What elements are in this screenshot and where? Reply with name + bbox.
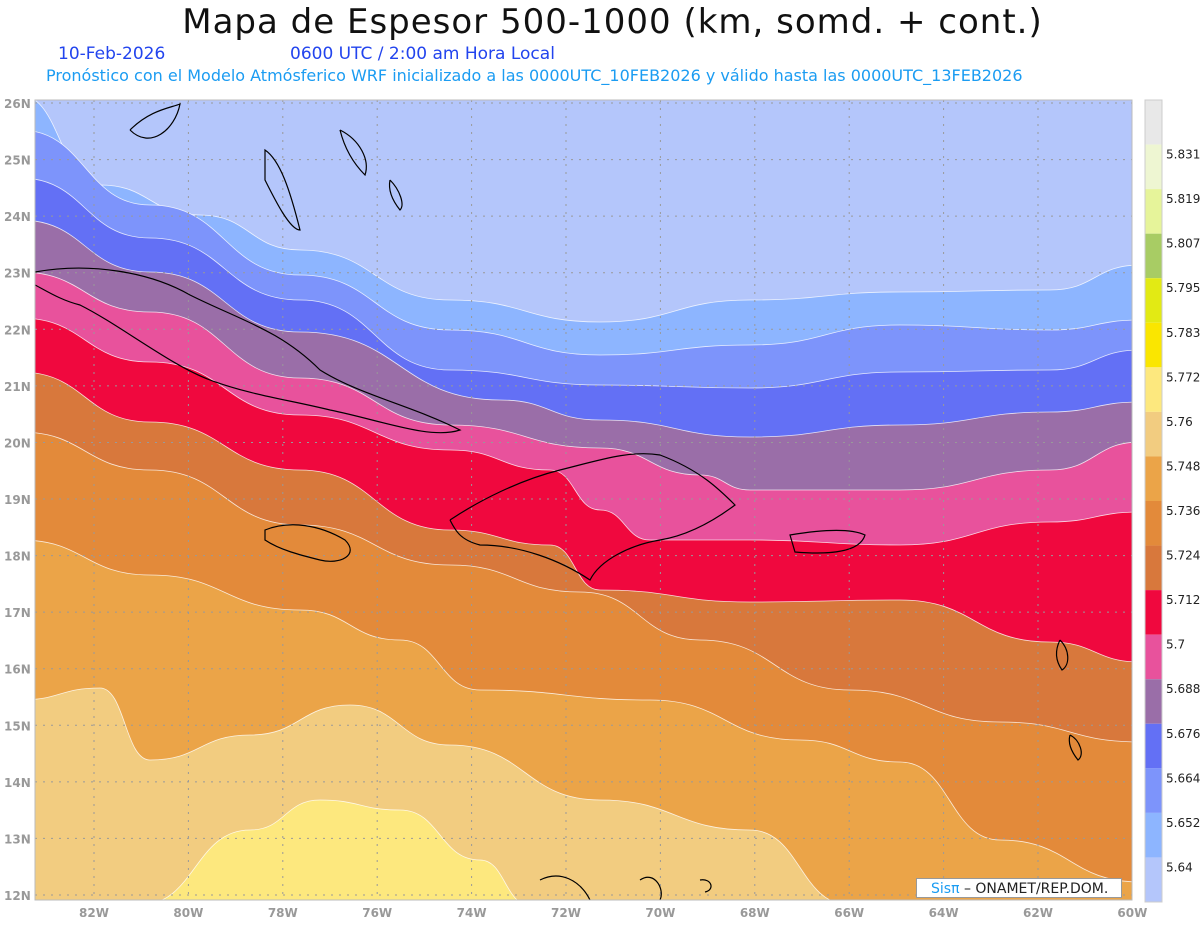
colorbar-swatch	[1145, 322, 1162, 368]
colorbar-label: 5.7	[1166, 638, 1185, 652]
colorbar-swatch	[1145, 367, 1162, 412]
map-frame	[34, 99, 1133, 901]
contour-line	[35, 178, 1132, 389]
logo-box: Sisπ – ONAMET/REP.DOM.	[916, 878, 1122, 898]
lat-label: 14N	[4, 776, 31, 790]
lat-label: 22N	[4, 323, 31, 337]
colorbar-label: 5.831	[1166, 148, 1200, 162]
lat-label: 15N	[4, 719, 31, 733]
lat-label: 20N	[4, 436, 31, 450]
colorbar-label: 5.807	[1166, 237, 1200, 251]
lon-label: 60W	[1117, 906, 1147, 920]
colorbar-swatch	[1145, 278, 1162, 323]
coastline	[449, 453, 736, 581]
lon-label: 82W	[79, 906, 109, 920]
lat-label: 21N	[4, 380, 31, 394]
colorbar-label: 5.676	[1166, 727, 1200, 741]
colorbar-label: 5.748	[1166, 459, 1200, 473]
lat-label: 24N	[4, 210, 31, 224]
contour-line	[35, 100, 1132, 323]
lat-label: 12N	[4, 889, 31, 903]
contour-line	[35, 540, 1132, 883]
coastline	[264, 524, 351, 562]
contour-line	[35, 220, 1132, 438]
colorbar-swatch	[1145, 590, 1162, 635]
colorbar-swatch	[1145, 144, 1162, 190]
colorbar-swatch	[1145, 679, 1162, 724]
colorbar-swatch	[1145, 233, 1162, 279]
lat-label: 17N	[4, 606, 31, 620]
lon-label: 64W	[929, 906, 959, 920]
colorbar-label: 5.76	[1166, 415, 1193, 429]
coastline	[1068, 734, 1082, 761]
colorbar-swatch	[1145, 545, 1162, 591]
contour-line	[161, 799, 518, 900]
logo-text: – ONAMET/REP.DOM.	[959, 881, 1109, 897]
lon-label: 80W	[173, 906, 203, 920]
colorbar-swatch	[1145, 501, 1162, 546]
colorbar-swatch	[1145, 857, 1162, 902]
band-5.76	[162, 800, 518, 900]
forecast-date: 10-Feb-2026	[58, 44, 166, 64]
colorbar-label: 5.772	[1166, 370, 1200, 384]
contour-line	[35, 372, 1132, 663]
coastline	[129, 103, 181, 139]
coastline	[339, 129, 367, 177]
coastline	[539, 875, 712, 900]
coastline	[35, 267, 462, 434]
contour-line	[35, 272, 1132, 491]
colorbar-label: 5.688	[1166, 682, 1200, 696]
lat-label: 25N	[4, 154, 31, 168]
colorbar-swatch	[1145, 723, 1162, 769]
colorbar-label: 5.819	[1166, 192, 1200, 206]
coastline	[789, 529, 866, 554]
lat-label: 26N	[4, 97, 31, 111]
colorbar-swatch	[1145, 456, 1162, 501]
colorbar-label: 5.795	[1166, 281, 1200, 295]
lon-label: 70W	[645, 906, 675, 920]
colorbar-label: 5.652	[1166, 816, 1200, 830]
lon-label: 76W	[362, 906, 392, 920]
lat-label: 23N	[4, 267, 31, 281]
colorbar-frame	[1144, 99, 1163, 903]
coastline	[264, 148, 301, 231]
colorbar-swatch	[1145, 189, 1162, 234]
logo-brand: Sisπ	[931, 881, 960, 897]
colorbar-swatch	[1145, 634, 1162, 680]
lon-label: 78W	[268, 906, 298, 920]
colorbar-swatch	[1145, 100, 1162, 145]
lon-label: 62W	[1023, 906, 1053, 920]
colorbar-swatch	[1145, 768, 1162, 813]
lon-label: 74W	[457, 906, 487, 920]
colorbar-label: 5.724	[1166, 549, 1200, 563]
colorbar-swatch	[1145, 812, 1162, 858]
lat-label: 16N	[4, 663, 31, 677]
colorbar-label: 5.64	[1166, 860, 1193, 874]
colorbar-label: 5.736	[1166, 504, 1200, 518]
lat-label: 19N	[4, 493, 31, 507]
contour-line	[35, 432, 1132, 743]
colorbar-label: 5.712	[1166, 593, 1200, 607]
lat-label: 18N	[4, 550, 31, 564]
contour-line	[35, 687, 831, 900]
map-title: Mapa de Espesor 500-1000 (km, somd. + co…	[182, 2, 1043, 42]
lon-label: 66W	[834, 906, 864, 920]
coastline	[388, 179, 403, 211]
model-subtitle: Pronóstico con el Modelo Atmósferico WRF…	[46, 66, 1023, 85]
forecast-time: 0600 UTC / 2:00 am Hora Local	[290, 44, 555, 64]
contour-line	[35, 131, 1132, 356]
colorbar-swatch	[1145, 411, 1162, 457]
coastline	[1055, 639, 1069, 671]
lon-label: 68W	[740, 906, 770, 920]
colorbar-label: 5.664	[1166, 771, 1200, 785]
colorbar-label: 5.783	[1166, 326, 1200, 340]
lon-label: 72W	[551, 906, 581, 920]
lat-label: 13N	[4, 832, 31, 846]
